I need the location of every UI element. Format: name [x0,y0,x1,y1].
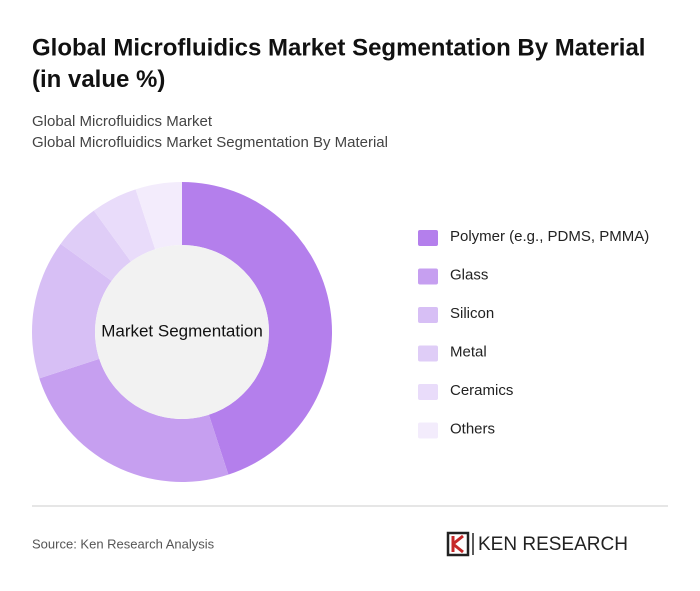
donut-hole [95,245,269,419]
logo: KEN RESEARCH [446,531,628,557]
legend-swatch [418,230,438,246]
subtitle: Global Microfluidics Market [32,113,213,130]
donut-slice [39,358,229,482]
donut-slice [93,189,156,262]
legend-swatch [418,307,438,323]
legend-swatch [418,345,438,362]
legend-swatch [418,384,438,400]
legend-label: Glass [450,266,488,283]
logo-text: KEN RESEARCH [478,534,628,555]
legend-label: Polymer (e.g., PDMS, PMMA) [450,228,649,245]
chart-title: Global Microfluidics Market Segmentation… [32,34,645,93]
legend-label: Ceramics [450,382,513,399]
legend: Polymer (e.g., PDMS, PMMA) Glass Silicon Me… [418,228,649,439]
source: Source: Ken Research Analysis [32,536,215,551]
center-label: Market Segmentation [101,321,263,340]
donut-slice [60,210,131,281]
donut-slice [32,243,112,379]
subtitle: Global Microfluidics Market Segmentation… [32,134,388,151]
legend-label: Silicon [450,305,494,322]
legend-label: Others [450,420,495,437]
legend-swatch [418,268,438,285]
donut-slice [182,182,333,475]
legend-label: Metal [450,343,487,360]
donut-slice [135,182,182,250]
donut [32,182,333,482]
legend-swatch [418,422,438,439]
